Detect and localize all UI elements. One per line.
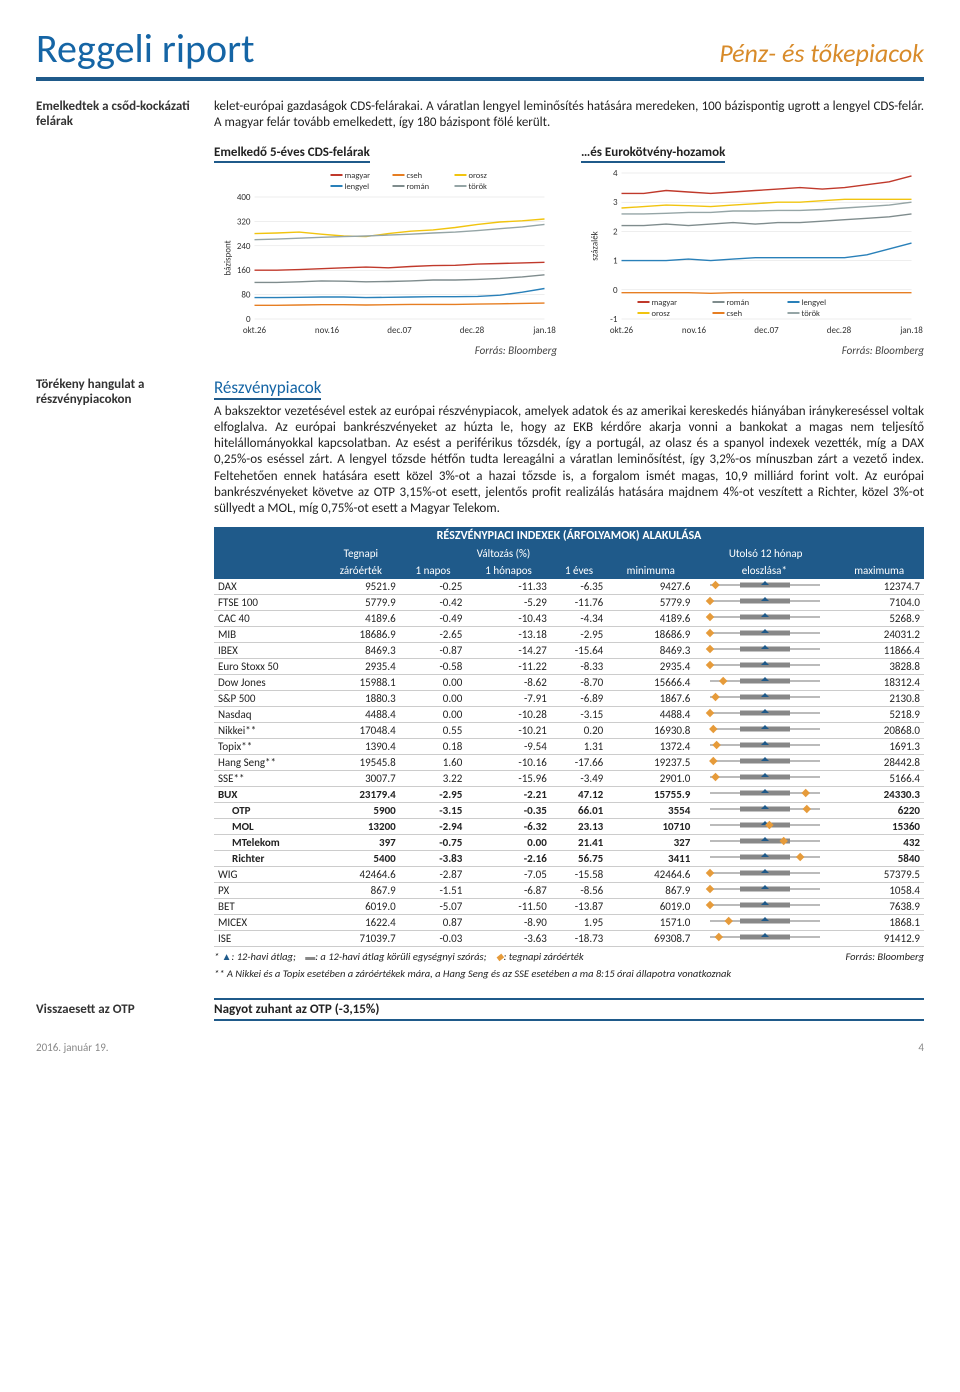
table-source: Forrás: Bloomberg <box>845 951 924 964</box>
svg-text:bázispont: bázispont <box>223 240 234 275</box>
chart-cds-source: Forrás: Bloomberg <box>214 344 557 357</box>
chart-cds-title: Emelkedő 5-éves CDS-felárak <box>214 145 370 163</box>
svg-text:orosz: orosz <box>652 309 671 319</box>
otp-footer-block: Visszaesett az OTP Nagyot zuhant az OTP … <box>36 998 924 1021</box>
svg-text:2: 2 <box>613 226 618 237</box>
svg-text:1: 1 <box>613 255 618 266</box>
svg-text:0: 0 <box>613 284 618 295</box>
footer-pagenum: 4 <box>918 1041 924 1054</box>
svg-text:cseh: cseh <box>727 309 743 319</box>
index-table-wrap: RÉSZVÉNYPIACI INDEXEK (ÁRFOLYAMOK) ALAKU… <box>214 527 924 980</box>
svg-text:magyar: magyar <box>652 298 678 308</box>
svg-text:240: 240 <box>237 240 251 251</box>
svg-text:0: 0 <box>246 314 251 325</box>
svg-text:okt.26: okt.26 <box>243 325 267 336</box>
side-label-equity: Törékeny hangulat a részvénypiacokon <box>36 377 196 981</box>
equity-section-title: Részvénypiacok <box>214 377 321 400</box>
equity-paragraph: A bakszektor vezetésével estek az európa… <box>214 404 924 518</box>
report-subtitle: Pénz- és tőkepiacok <box>719 37 924 69</box>
index-table: RÉSZVÉNYPIACI INDEXEK (ÁRFOLYAMOK) ALAKU… <box>214 527 924 947</box>
svg-text:román: román <box>407 182 430 192</box>
svg-text:nov.16: nov.16 <box>315 325 340 336</box>
svg-text:lengyel: lengyel <box>802 298 827 308</box>
otp-headline-box: Nagyot zuhant az OTP (-3,15%) <box>214 998 924 1021</box>
svg-text:400: 400 <box>237 192 251 203</box>
cds-paragraph: kelet-európai gazdaságok CDS-felárakai. … <box>214 99 924 132</box>
page-header: Reggeli riport Pénz- és tőkepiacok <box>36 24 924 81</box>
svg-text:török: török <box>469 182 488 192</box>
svg-text:százalék: százalék <box>590 231 601 261</box>
chart-euro-title: …és Eurokötvény-hozamok <box>581 145 725 163</box>
chart-euro: …és Eurokötvény-hozamok -1 0 1 2 3 4 okt.26 nov… <box>581 142 924 357</box>
svg-text:török: török <box>802 309 821 319</box>
svg-text:jan.18: jan.18 <box>899 325 923 336</box>
svg-text:3: 3 <box>613 197 618 208</box>
svg-text:dec.07: dec.07 <box>754 325 779 336</box>
svg-text:dec.28: dec.28 <box>827 325 852 336</box>
side-label-otp: Visszaesett az OTP <box>36 1002 196 1017</box>
svg-text:orosz: orosz <box>469 171 488 181</box>
table-footnote-2: ** A Nikkei és a Topix esetében a záróér… <box>214 968 924 981</box>
page-footer: 2016. január 19. 4 <box>36 1041 924 1054</box>
chart-euro-svg: -1 0 1 2 3 4 okt.26 nov.16 dec.07 dec.28 jan.18 szá… <box>581 167 924 337</box>
chart-euro-source: Forrás: Bloomberg <box>581 344 924 357</box>
svg-text:cseh: cseh <box>407 171 423 181</box>
svg-text:lengyel: lengyel <box>345 182 370 192</box>
svg-text:okt.26: okt.26 <box>610 325 634 336</box>
svg-text:320: 320 <box>237 216 251 227</box>
svg-text:4: 4 <box>613 168 618 179</box>
chart-cds: Emelkedő 5-éves CDS-felárak 0 80 160 240 320… <box>214 142 557 357</box>
block-cds: Emelkedtek a csőd-kockázati felárak kele… <box>36 99 924 365</box>
table-footnote-1: * ▲: 12-havi átlag; ▬: a 12-havi átlag k… <box>214 951 584 964</box>
side-label-cds: Emelkedtek a csőd-kockázati felárak <box>36 99 196 365</box>
svg-text:jan.18: jan.18 <box>532 325 556 336</box>
svg-text:-1: -1 <box>610 314 618 325</box>
svg-text:nov.16: nov.16 <box>682 325 707 336</box>
svg-text:román: román <box>727 298 750 308</box>
svg-text:160: 160 <box>237 265 251 276</box>
footer-date: 2016. január 19. <box>36 1041 109 1054</box>
svg-text:80: 80 <box>241 289 251 300</box>
chart-cds-svg: 0 80 160 240 320 400 okt.26 nov.16 dec.07 dec.28 j… <box>214 167 557 337</box>
report-title: Reggeli riport <box>36 24 255 73</box>
block-equity: Törékeny hangulat a részvénypiacokon Rés… <box>36 377 924 981</box>
svg-text:magyar: magyar <box>345 171 371 181</box>
svg-text:dec.07: dec.07 <box>387 325 412 336</box>
svg-text:dec.28: dec.28 <box>460 325 485 336</box>
